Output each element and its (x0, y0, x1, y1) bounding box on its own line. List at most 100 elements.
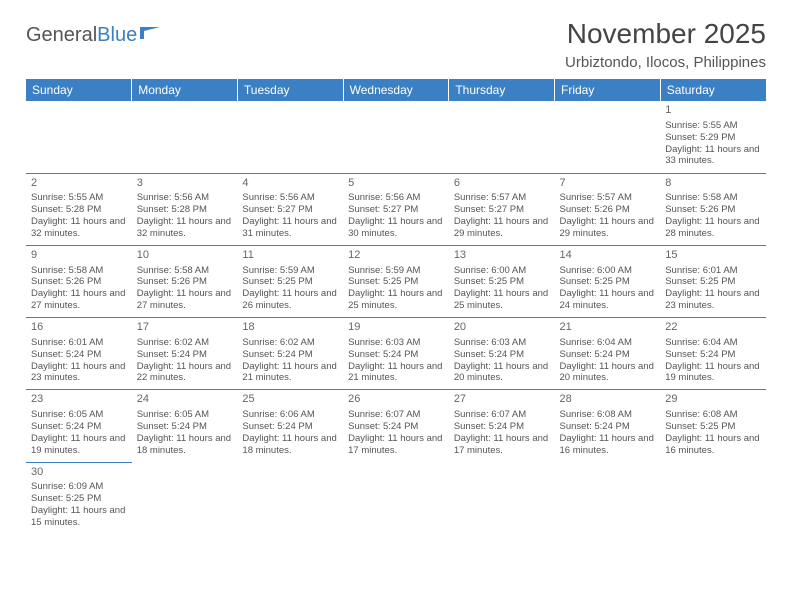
calendar-day: 28Sunrise: 6:08 AMSunset: 5:24 PMDayligh… (555, 390, 661, 462)
day-number: 29 (665, 393, 761, 407)
calendar-day: 18Sunrise: 6:02 AMSunset: 5:24 PMDayligh… (237, 318, 343, 390)
sunrise-text: Sunrise: 5:57 AM (560, 192, 656, 204)
calendar-day: 16Sunrise: 6:01 AMSunset: 5:24 PMDayligh… (26, 318, 132, 390)
daylight-text: Daylight: 11 hours and 33 minutes. (665, 144, 761, 168)
calendar-day: 15Sunrise: 6:01 AMSunset: 5:25 PMDayligh… (660, 245, 766, 317)
calendar-day: 26Sunrise: 6:07 AMSunset: 5:24 PMDayligh… (343, 390, 449, 462)
daylight-text: Daylight: 11 hours and 19 minutes. (31, 433, 127, 457)
sunrise-text: Sunrise: 6:02 AM (137, 337, 233, 349)
day-number: 19 (348, 321, 444, 335)
day-number: 10 (137, 249, 233, 263)
daylight-text: Daylight: 11 hours and 16 minutes. (665, 433, 761, 457)
sunset-text: Sunset: 5:24 PM (348, 349, 444, 361)
sunrise-text: Sunrise: 5:56 AM (242, 192, 338, 204)
calendar-table: SundayMondayTuesdayWednesdayThursdayFrid… (26, 79, 766, 534)
calendar-day: 30Sunrise: 6:09 AMSunset: 5:25 PMDayligh… (26, 462, 132, 534)
daylight-text: Daylight: 11 hours and 23 minutes. (665, 288, 761, 312)
daylight-text: Daylight: 11 hours and 16 minutes. (560, 433, 656, 457)
sunset-text: Sunset: 5:25 PM (454, 276, 550, 288)
calendar-row: 16Sunrise: 6:01 AMSunset: 5:24 PMDayligh… (26, 318, 766, 390)
daylight-text: Daylight: 11 hours and 18 minutes. (137, 433, 233, 457)
day-number: 25 (242, 393, 338, 407)
daylight-text: Daylight: 11 hours and 18 minutes. (242, 433, 338, 457)
weekday-header: Saturday (660, 79, 766, 101)
calendar-day: 1 Sunrise: 5:55 AMSunset: 5:29 PMDaylight… (660, 101, 766, 173)
calendar-day: 27Sunrise: 6:07 AMSunset: 5:24 PMDayligh… (449, 390, 555, 462)
sunset-text: Sunset: 5:25 PM (348, 276, 444, 288)
sunset-text: Sunset: 5:24 PM (665, 349, 761, 361)
day-number: 17 (137, 321, 233, 335)
weekday-header: Sunday (26, 79, 132, 101)
calendar-day: 3Sunrise: 5:56 AMSunset: 5:28 PMDaylight… (132, 173, 238, 245)
daylight-text: Daylight: 11 hours and 27 minutes. (137, 288, 233, 312)
daylight-text: Daylight: 11 hours and 20 minutes. (560, 361, 656, 385)
calendar-day: 17 Sunrise: 6:02 AMSunset: 5:24 PMDayligh… (132, 318, 238, 390)
daylight-text: Daylight: 11 hours and 22 minutes. (137, 361, 233, 385)
day-number: 23 (31, 393, 127, 407)
day-number: 2 (31, 177, 127, 191)
calendar-day: 10 Sunrise: 5:58 AMSunset: 5:26 PMDayligh… (132, 245, 238, 317)
calendar-day: 5Sunrise: 5:56 AMSunset: 5:27 PMDaylight… (343, 173, 449, 245)
calendar-row: 9Sunrise: 5:58 AMSunset: 5:26 PMDaylight… (26, 245, 766, 317)
sunset-text: Sunset: 5:24 PM (454, 349, 550, 361)
sunset-text: Sunset: 5:24 PM (348, 421, 444, 433)
title-block: November 2025 Urbiztondo, Ilocos, Philip… (565, 18, 766, 71)
sunset-text: Sunset: 5:26 PM (665, 204, 761, 216)
calendar-row: 2Sunrise: 5:55 AMSunset: 5:28 PMDaylight… (26, 173, 766, 245)
sunrise-text: Sunrise: 6:07 AM (348, 409, 444, 421)
sunrise-text: Sunrise: 6:04 AM (560, 337, 656, 349)
day-number: 18 (242, 321, 338, 335)
day-number: 28 (560, 393, 656, 407)
day-number: 9 (31, 249, 127, 263)
calendar-day: 22Sunrise: 6:04 AMSunset: 5:24 PMDayligh… (660, 318, 766, 390)
daylight-text: Daylight: 11 hours and 28 minutes. (665, 216, 761, 240)
sunrise-text: Sunrise: 5:58 AM (137, 265, 233, 277)
sunrise-text: Sunrise: 6:00 AM (560, 265, 656, 277)
sunrise-text: Sunrise: 5:57 AM (454, 192, 550, 204)
calendar-day: 6Sunrise: 5:57 AMSunset: 5:27 PMDaylight… (449, 173, 555, 245)
day-number: 16 (31, 321, 127, 335)
calendar-empty (449, 462, 555, 534)
sunset-text: Sunset: 5:28 PM (137, 204, 233, 216)
weekday-header: Friday (555, 79, 661, 101)
sunrise-text: Sunrise: 5:58 AM (665, 192, 761, 204)
sunrise-text: Sunrise: 6:08 AM (665, 409, 761, 421)
calendar-day: 13Sunrise: 6:00 AMSunset: 5:25 PMDayligh… (449, 245, 555, 317)
day-number: 4 (242, 177, 338, 191)
daylight-text: Daylight: 11 hours and 23 minutes. (31, 361, 127, 385)
sunset-text: Sunset: 5:27 PM (242, 204, 338, 216)
sunrise-text: Sunrise: 6:03 AM (348, 337, 444, 349)
logo-text-1: General (26, 24, 97, 47)
calendar-empty (237, 462, 343, 534)
calendar-empty (660, 462, 766, 534)
logo: GeneralBlue (26, 18, 162, 47)
calendar-empty (343, 462, 449, 534)
daylight-text: Daylight: 11 hours and 21 minutes. (348, 361, 444, 385)
weekday-header: Wednesday (343, 79, 449, 101)
day-number: 11 (242, 249, 338, 263)
calendar-empty (132, 101, 238, 173)
sunset-text: Sunset: 5:29 PM (665, 132, 761, 144)
daylight-text: Daylight: 11 hours and 15 minutes. (31, 505, 127, 529)
day-number: 1 (665, 104, 761, 118)
sunset-text: Sunset: 5:26 PM (137, 276, 233, 288)
header: GeneralBlue November 2025 Urbiztondo, Il… (26, 18, 766, 71)
daylight-text: Daylight: 11 hours and 32 minutes. (31, 216, 127, 240)
sunset-text: Sunset: 5:24 PM (31, 349, 127, 361)
sunrise-text: Sunrise: 5:55 AM (665, 120, 761, 132)
sunset-text: Sunset: 5:24 PM (454, 421, 550, 433)
calendar-day: 11Sunrise: 5:59 AMSunset: 5:25 PMDayligh… (237, 245, 343, 317)
sunrise-text: Sunrise: 6:03 AM (454, 337, 550, 349)
day-number: 14 (560, 249, 656, 263)
day-number: 15 (665, 249, 761, 263)
day-number: 8 (665, 177, 761, 191)
calendar-empty (26, 101, 132, 173)
calendar-day: 7Sunrise: 5:57 AMSunset: 5:26 PMDaylight… (555, 173, 661, 245)
sunrise-text: Sunrise: 5:58 AM (31, 265, 127, 277)
sunset-text: Sunset: 5:25 PM (665, 421, 761, 433)
sunrise-text: Sunrise: 6:02 AM (242, 337, 338, 349)
day-number: 22 (665, 321, 761, 335)
daylight-text: Daylight: 11 hours and 20 minutes. (454, 361, 550, 385)
sunset-text: Sunset: 5:24 PM (137, 349, 233, 361)
day-number: 20 (454, 321, 550, 335)
